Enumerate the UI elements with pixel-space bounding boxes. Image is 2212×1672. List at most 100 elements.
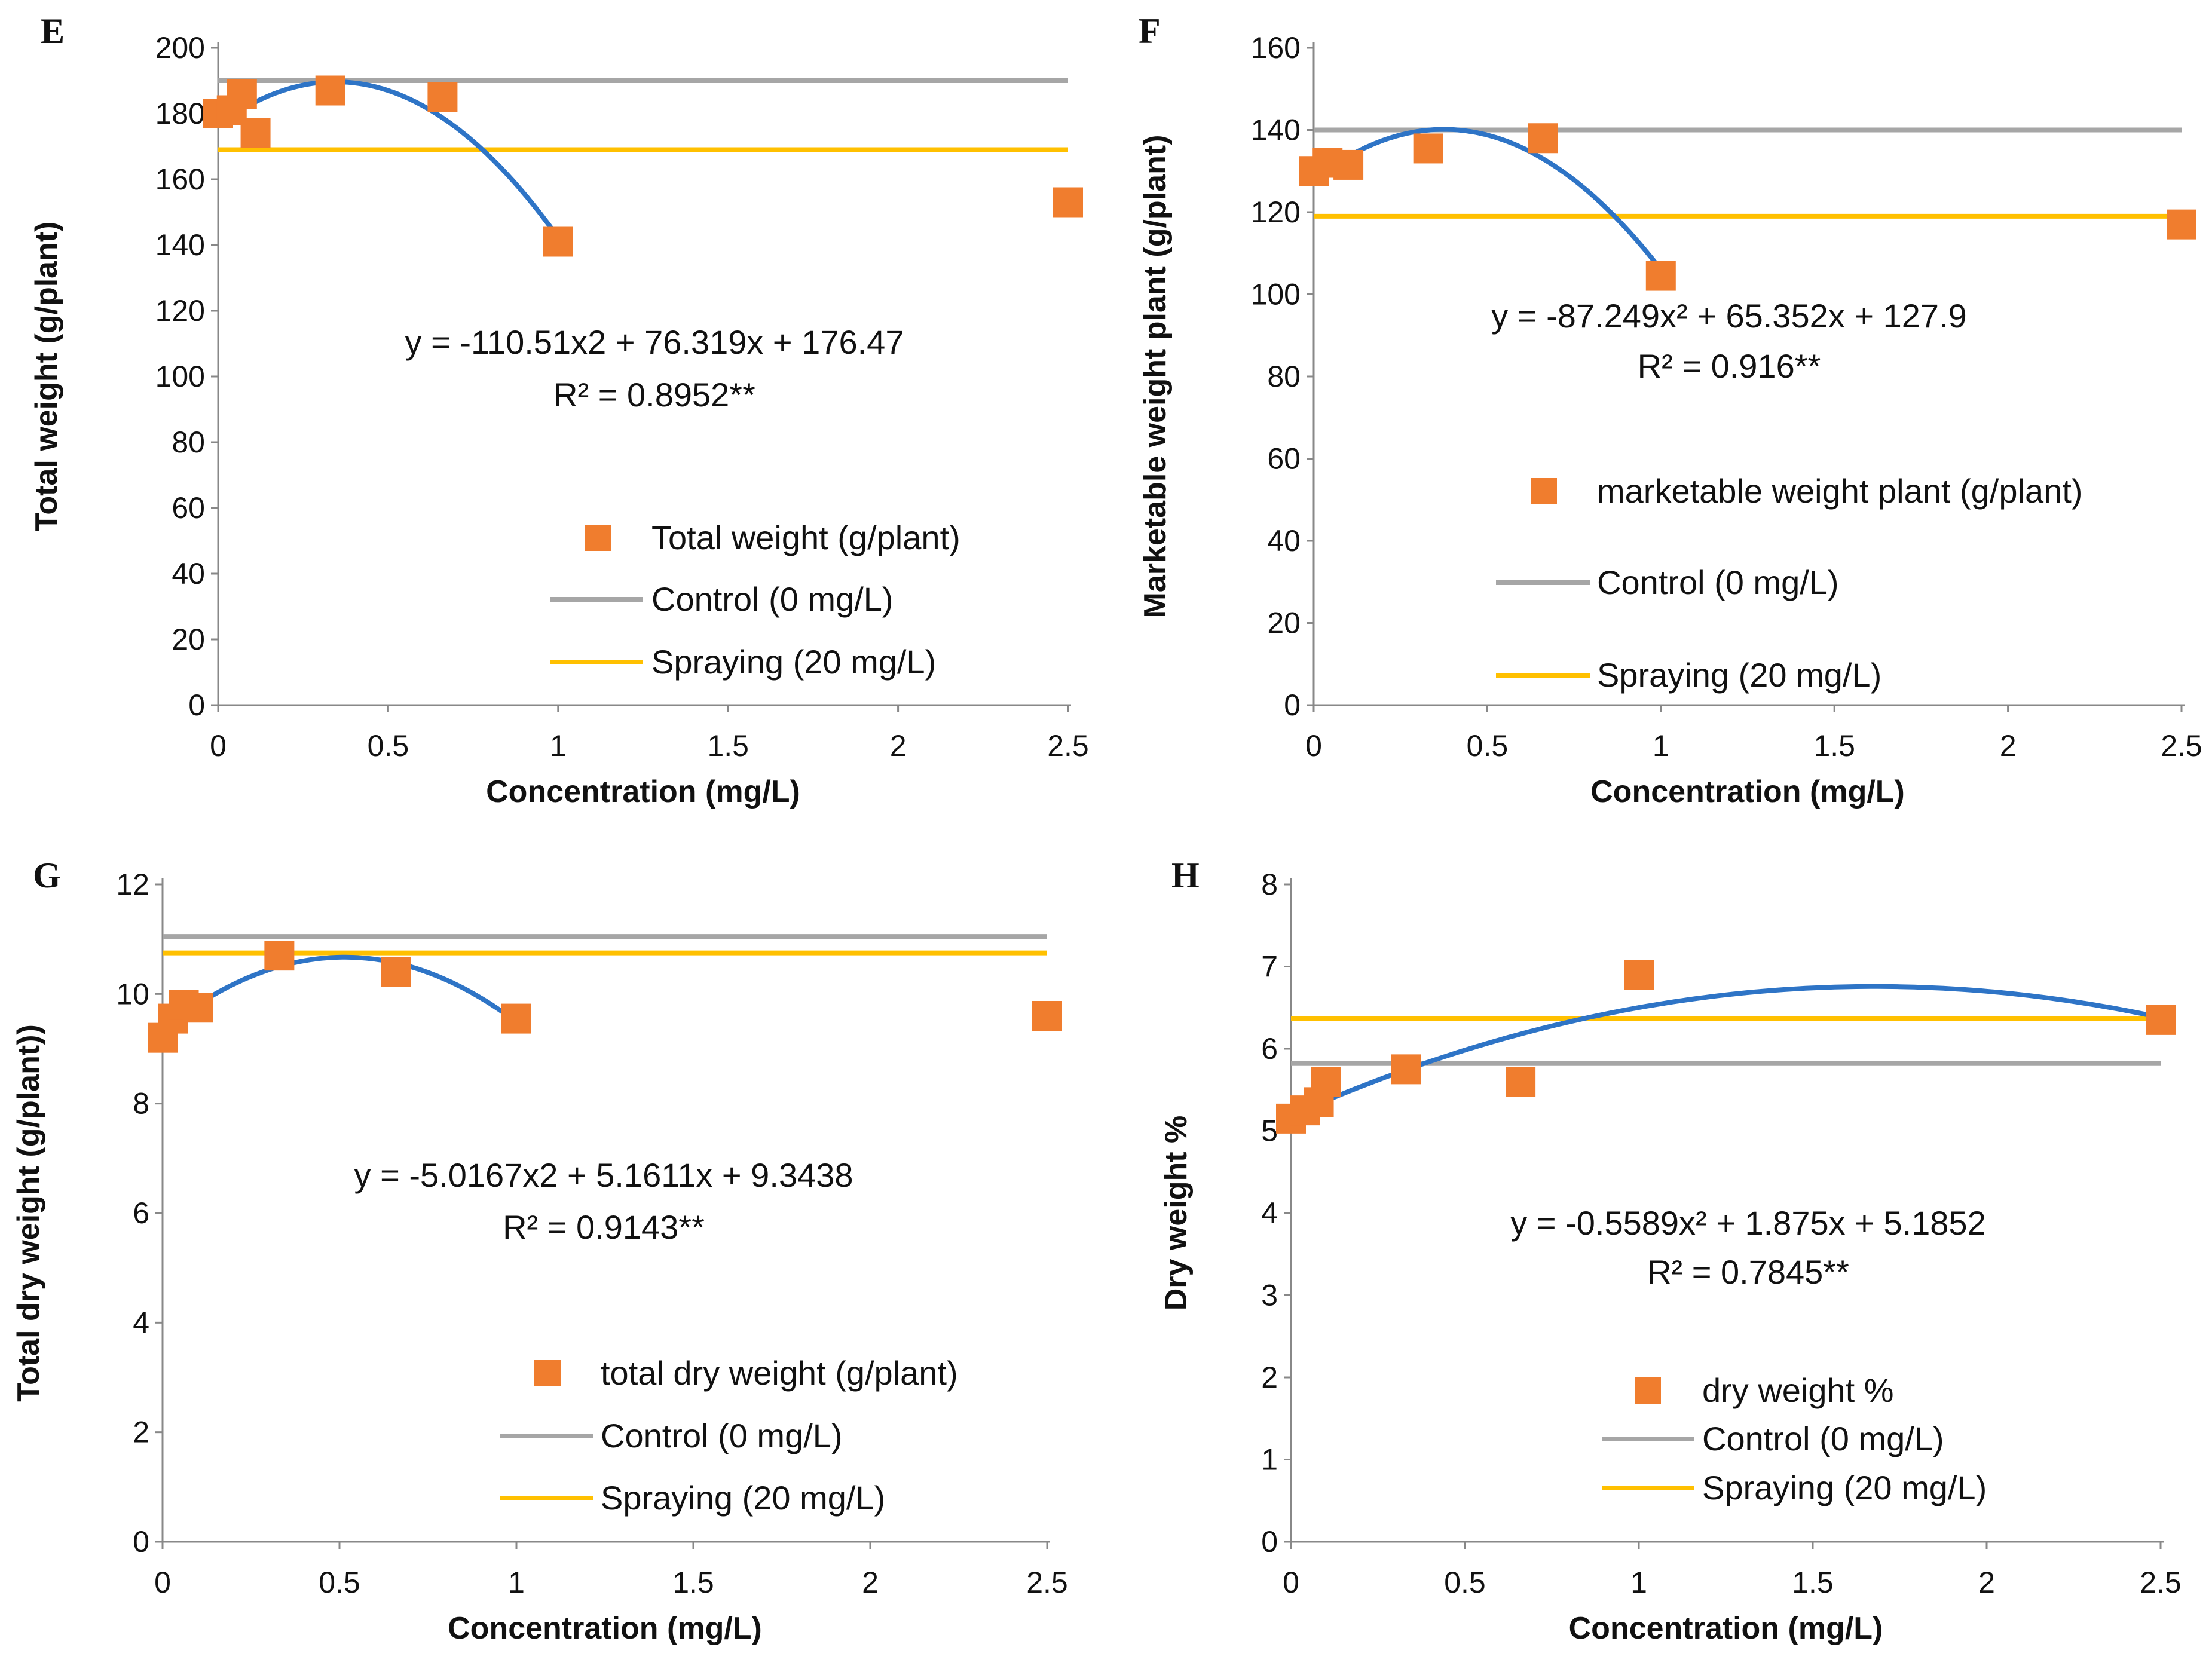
x-tick-label: 0.5 bbox=[319, 1566, 360, 1599]
data-point bbox=[427, 82, 458, 112]
trendline bbox=[1311, 127, 1663, 272]
y-tick-label: 20 bbox=[1267, 607, 1301, 640]
y-tick-label: 160 bbox=[155, 163, 205, 196]
trendline bbox=[216, 79, 561, 240]
y-tick-label: 3 bbox=[1261, 1279, 1278, 1312]
legend-label-series: total dry weight (g/plant) bbox=[601, 1354, 958, 1392]
trendline bbox=[160, 954, 519, 1033]
x-tick-label: 1 bbox=[1630, 1566, 1647, 1599]
r-squared: R² = 0.916** bbox=[1638, 347, 1821, 385]
x-tick-label: 0 bbox=[1305, 729, 1322, 762]
y-tick-label: 0 bbox=[1284, 688, 1301, 722]
y-tick-label: 60 bbox=[1267, 442, 1301, 476]
x-tick-label: 2.5 bbox=[1026, 1566, 1068, 1599]
y-tick-label: 60 bbox=[172, 491, 205, 525]
data-point bbox=[1528, 123, 1558, 154]
y-tick-label: 100 bbox=[155, 360, 205, 393]
x-axis-title: Concentration (mg/L) bbox=[486, 774, 800, 809]
x-tick-label: 1.5 bbox=[1792, 1566, 1834, 1599]
data-point bbox=[2146, 1005, 2176, 1035]
legend-label-control: Control (0 mg/L) bbox=[601, 1417, 843, 1454]
x-axis-title: Concentration (mg/L) bbox=[448, 1611, 762, 1646]
y-tick-label: 120 bbox=[155, 294, 205, 327]
y-tick-label: 5 bbox=[1261, 1114, 1278, 1148]
x-tick-label: 0.5 bbox=[368, 729, 409, 762]
panel-h: H 0 1 2 3 4 5 6 7 8 0 0.5 1 1.5 2 2.5 Concentration (mg/… bbox=[1159, 856, 2182, 1646]
y-tick-label: 40 bbox=[1267, 524, 1301, 558]
y-tick-label: 20 bbox=[172, 623, 205, 656]
legend-label-control: Control (0 mg/L) bbox=[651, 580, 894, 618]
x-tick-label: 2.5 bbox=[1047, 729, 1089, 762]
y-tick-label: 2 bbox=[133, 1416, 149, 1449]
data-point bbox=[1413, 133, 1443, 164]
trend-equation: y = -87.249x² + 65.352x + 127.9 bbox=[1491, 297, 1966, 335]
y-axis-title: Total dry weight (g/plant)) bbox=[11, 1024, 46, 1402]
data-point bbox=[1391, 1054, 1421, 1085]
y-tick-label: 8 bbox=[133, 1087, 149, 1120]
y-tick-label: 40 bbox=[172, 557, 205, 590]
data-point bbox=[501, 1003, 531, 1034]
panel-letter: E bbox=[41, 11, 65, 51]
x-tick-label: 0.5 bbox=[1444, 1566, 1486, 1599]
panel-e: E 0 20 40 60 80 100 120 140 160 180 200 0 0.5 1 1.5 2 2.5… bbox=[29, 11, 1089, 809]
y-tick-label: 6 bbox=[1261, 1032, 1278, 1065]
legend: total dry weight (g/plant) Control (0 mg/… bbox=[500, 1354, 958, 1517]
trend-equation: y = -0.5589x² + 1.875x + 5.1852 bbox=[1510, 1204, 1985, 1242]
y-tick-label: 100 bbox=[1251, 278, 1301, 311]
x-tick-label: 2.5 bbox=[2140, 1566, 2182, 1599]
x-tick-label: 0 bbox=[1283, 1566, 1299, 1599]
x-tick-label: 1.5 bbox=[672, 1566, 714, 1599]
legend: Total weight (g/plant) Control (0 mg/L) Sp… bbox=[550, 519, 960, 681]
legend-marker bbox=[534, 1360, 561, 1386]
panel-letter: G bbox=[33, 856, 61, 895]
y-tick-label: 160 bbox=[1251, 31, 1301, 65]
x-tick-label: 1 bbox=[550, 729, 567, 762]
y-tick-label: 140 bbox=[1251, 114, 1301, 147]
y-tick-label: 7 bbox=[1261, 950, 1278, 984]
legend-label-series: marketable weight plant (g/plant) bbox=[1597, 472, 2082, 510]
x-tick-label: 1 bbox=[508, 1566, 525, 1599]
y-tick-label: 12 bbox=[116, 868, 149, 901]
y-tick-label: 80 bbox=[172, 425, 205, 459]
x-tick-label: 1.5 bbox=[707, 729, 749, 762]
legend-label-control: Control (0 mg/L) bbox=[1597, 564, 1839, 601]
y-tick-label: 120 bbox=[1251, 195, 1301, 229]
y-tick-label: 140 bbox=[155, 228, 205, 262]
y-tick-label: 4 bbox=[1261, 1196, 1278, 1230]
legend-marker bbox=[1531, 478, 1557, 504]
panel-letter: F bbox=[1139, 11, 1161, 51]
y-tick-label: 180 bbox=[155, 97, 205, 130]
x-tick-label: 2 bbox=[862, 1566, 879, 1599]
x-axis-title: Concentration (mg/L) bbox=[1590, 774, 1905, 809]
legend-label-spraying: Spraying (20 mg/L) bbox=[651, 643, 936, 681]
y-tick-label: 4 bbox=[133, 1306, 149, 1339]
x-tick-label: 0.5 bbox=[1467, 729, 1509, 762]
panel-g: G 0 2 4 6 8 10 12 0 0.5 1 1.5 2 2.5 Concentration (mg/… bbox=[11, 856, 1068, 1646]
x-tick-label: 0 bbox=[154, 1566, 171, 1599]
trend-equation: y = -110.51x2 + 76.319x + 176.47 bbox=[405, 323, 904, 361]
x-axis-title: Concentration (mg/L) bbox=[1569, 1611, 1883, 1646]
y-tick-label: 200 bbox=[155, 31, 205, 65]
x-tick-label: 2 bbox=[2000, 729, 2017, 762]
data-point bbox=[240, 118, 271, 148]
y-axis-title: Total weight (g/plant) bbox=[29, 222, 64, 532]
x-tick-label: 2 bbox=[890, 729, 907, 762]
legend-marker bbox=[585, 525, 611, 551]
data-point bbox=[1506, 1067, 1536, 1097]
panel-letter: H bbox=[1171, 856, 1200, 895]
data-point bbox=[264, 941, 295, 971]
data-point bbox=[1333, 149, 1364, 180]
data-point bbox=[1645, 261, 1676, 291]
x-tick-label: 1 bbox=[1653, 729, 1669, 762]
legend-label-control: Control (0 mg/L) bbox=[1702, 1420, 1944, 1457]
y-tick-label: 0 bbox=[1261, 1525, 1278, 1558]
data-point bbox=[227, 79, 257, 109]
data-point bbox=[1624, 960, 1654, 990]
data-point bbox=[381, 957, 411, 987]
legend-marker bbox=[1635, 1377, 1661, 1404]
legend: dry weight % Control (0 mg/L) Spraying (20… bbox=[1602, 1371, 1987, 1506]
r-squared: R² = 0.7845** bbox=[1647, 1253, 1849, 1291]
legend: marketable weight plant (g/plant) Control… bbox=[1496, 472, 2082, 694]
y-tick-label: 80 bbox=[1267, 360, 1301, 393]
